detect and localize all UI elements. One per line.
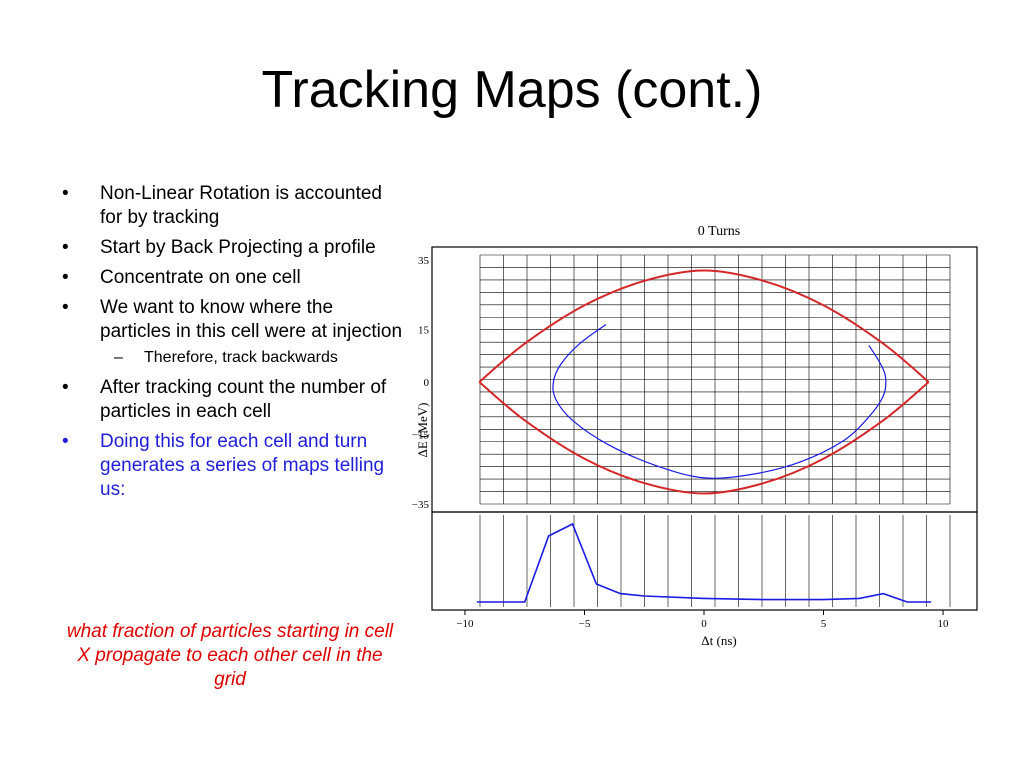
phase-space-chart: 0 Turns 35 15 0 −15 −35 −10 −5 0 5 10 Δt (ns) ΔE… xyxy=(412,224,978,648)
bullet-item: • Start by Back Projecting a profile xyxy=(62,236,407,260)
projected-profile-line xyxy=(476,522,932,603)
separatrix-upper-line xyxy=(478,269,930,383)
slide-title: Tracking Maps (cont.) xyxy=(261,61,763,119)
bullet-marker: • xyxy=(62,377,69,398)
x-tick-label: 5 xyxy=(821,618,827,630)
bullet-text: We want to know where the particles in t… xyxy=(100,297,403,342)
grid-top xyxy=(479,254,951,505)
y-tick-label: 15 xyxy=(418,325,430,337)
bullet-marker: • xyxy=(62,267,69,288)
tracked-particle-line xyxy=(552,324,887,479)
bullet-marker: • xyxy=(62,431,69,452)
grid-bottom xyxy=(479,515,951,607)
y-tick-label: −15 xyxy=(412,429,430,441)
x-axis-label: Δt (ns) xyxy=(701,633,736,648)
bullet-item: • Concentrate on one cell xyxy=(62,266,407,290)
bullet-text: Concentrate on one cell xyxy=(100,267,301,288)
y-tick-label: −35 xyxy=(412,499,430,511)
tracking-figure: 0 Turns 35 15 0 −15 −35 −10 −5 0 5 10 Δt (ns) ΔE… xyxy=(405,215,1005,655)
y-tick-label: 35 xyxy=(418,255,430,267)
y-tick-label: 0 xyxy=(424,377,430,389)
bullet-marker: • xyxy=(62,297,69,318)
sub-bullet-item: – Therefore, track backwards xyxy=(62,348,407,368)
x-tick-label: 10 xyxy=(938,618,950,630)
bullet-marker: – xyxy=(114,349,123,366)
x-tick-label: −5 xyxy=(579,618,591,630)
bullet-text: Start by Back Projecting a profile xyxy=(100,237,376,258)
x-tick-label: 0 xyxy=(701,618,707,630)
separatrix-lower-line xyxy=(478,381,930,495)
x-tick-label: −10 xyxy=(456,618,474,630)
bullet-text: Therefore, track backwards xyxy=(144,349,338,366)
x-tick-labels: −10 −5 0 5 10 xyxy=(456,610,949,630)
bullet-text: Non-Linear Rotation is accounted for by … xyxy=(100,183,383,228)
y-tick-labels: 35 15 0 −15 −35 xyxy=(412,255,430,511)
bottom-plot-frame xyxy=(431,511,978,611)
bullet-marker: • xyxy=(62,237,69,258)
bullet-item: • After tracking count the number of par… xyxy=(62,376,407,424)
bullet-list: • Non-Linear Rotation is accounted for b… xyxy=(62,182,407,508)
bullet-text: Doing this for each cell and turn genera… xyxy=(100,431,385,500)
bullet-marker: • xyxy=(62,183,69,204)
bullet-item-highlight: • Doing this for each cell and turn gene… xyxy=(62,430,407,502)
italic-note: what fraction of particles starting in c… xyxy=(66,621,394,690)
y-axis-label: ΔE (MeV) xyxy=(415,403,430,458)
chart-title: 0 Turns xyxy=(698,224,740,239)
bullet-item: • We want to know where the particles in… xyxy=(62,296,407,344)
bullet-item: • Non-Linear Rotation is accounted for b… xyxy=(62,182,407,230)
bullet-text: After tracking count the number of parti… xyxy=(100,377,387,422)
